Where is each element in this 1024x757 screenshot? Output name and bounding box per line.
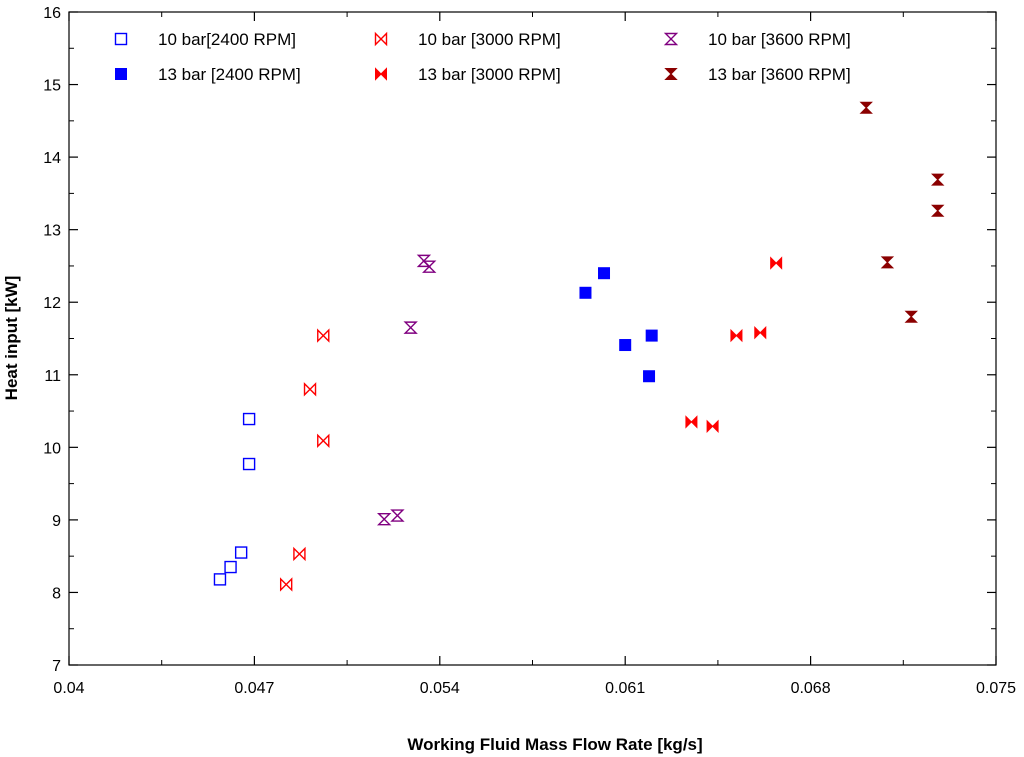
data-point-series-1 <box>224 560 237 574</box>
data-point-series-6 <box>904 310 918 323</box>
data-point-series-4 <box>643 370 656 383</box>
y-tick-label: 14 <box>43 150 61 167</box>
x-axis-title: Working Fluid Mass Flow Rate [kg/s] <box>407 735 702 754</box>
legend-marker-4 <box>115 68 127 80</box>
legend-label-6: 13 bar [3600 RPM] <box>708 65 851 84</box>
data-markers <box>213 101 945 592</box>
legend: 10 bar[2400 RPM] 10 bar [3000 RPM] 10 bar … <box>114 30 851 84</box>
data-point-series-2 <box>317 433 330 448</box>
y-tick-label: 15 <box>43 78 61 95</box>
data-point-series-1 <box>242 412 256 426</box>
data-point-series-6 <box>859 101 873 114</box>
data-point-series-2 <box>279 577 293 592</box>
y-tick-label: 13 <box>43 223 61 240</box>
y-axis-title: Heat input [kW] <box>2 276 21 401</box>
legend-marker-1 <box>114 32 128 46</box>
legend-label-2: 10 bar [3000 RPM] <box>418 30 561 49</box>
legend-label-3: 10 bar [3600 RPM] <box>708 30 851 49</box>
legend-marker-2 <box>374 31 388 47</box>
y-tick-label: 12 <box>43 295 61 312</box>
data-point-series-6 <box>931 173 945 186</box>
data-point-series-4 <box>598 267 611 280</box>
data-point-series-1 <box>242 457 256 471</box>
data-point-series-2 <box>303 382 317 397</box>
y-tick-label: 11 <box>44 368 61 385</box>
data-point-series-6 <box>931 204 945 217</box>
data-point-series-3 <box>403 321 418 334</box>
x-tick-label: 0.061 <box>605 680 645 697</box>
axis-tick-labels: 0.04 0.047 0.054 0.061 0.068 0.075 7 8 9 10 11 12 13… <box>43 5 1016 697</box>
y-tick-label: 16 <box>43 5 61 22</box>
data-point-series-5 <box>685 415 698 429</box>
data-point-series-5 <box>706 419 719 433</box>
legend-marker-3 <box>663 32 679 46</box>
data-point-series-5 <box>730 328 743 343</box>
legend-marker-6 <box>664 68 678 80</box>
legend-label-5: 13 bar [3000 RPM] <box>418 65 561 84</box>
data-point-series-5 <box>770 256 783 270</box>
x-tick-label: 0.068 <box>791 680 831 697</box>
data-point-series-1 <box>234 546 248 559</box>
axis-ticks <box>68 11 997 666</box>
data-point-series-4 <box>645 329 658 342</box>
y-tick-label: 8 <box>52 585 61 602</box>
x-tick-label: 0.04 <box>53 680 84 697</box>
data-point-series-2 <box>317 328 330 343</box>
x-tick-label: 0.047 <box>234 680 274 697</box>
legend-marker-5 <box>375 67 387 81</box>
plot-frame <box>68 11 997 666</box>
y-tick-label: 10 <box>43 440 61 457</box>
legend-label-4: 13 bar [2400 RPM] <box>158 65 301 84</box>
data-point-series-3 <box>376 512 392 526</box>
data-point-series-2 <box>293 546 306 562</box>
data-point-series-5 <box>754 325 767 340</box>
legend-label-1: 10 bar[2400 RPM] <box>158 30 296 49</box>
x-tick-label: 0.075 <box>976 680 1016 697</box>
y-tick-label: 7 <box>52 658 61 675</box>
data-point-series-1 <box>213 573 227 586</box>
data-point-series-4 <box>619 339 632 352</box>
y-tick-label: 9 <box>52 513 61 530</box>
data-point-series-6 <box>880 256 895 269</box>
data-point-series-3 <box>422 260 437 273</box>
x-tick-label: 0.054 <box>420 680 460 697</box>
data-point-series-4 <box>579 286 592 299</box>
data-point-series-3 <box>390 509 405 522</box>
